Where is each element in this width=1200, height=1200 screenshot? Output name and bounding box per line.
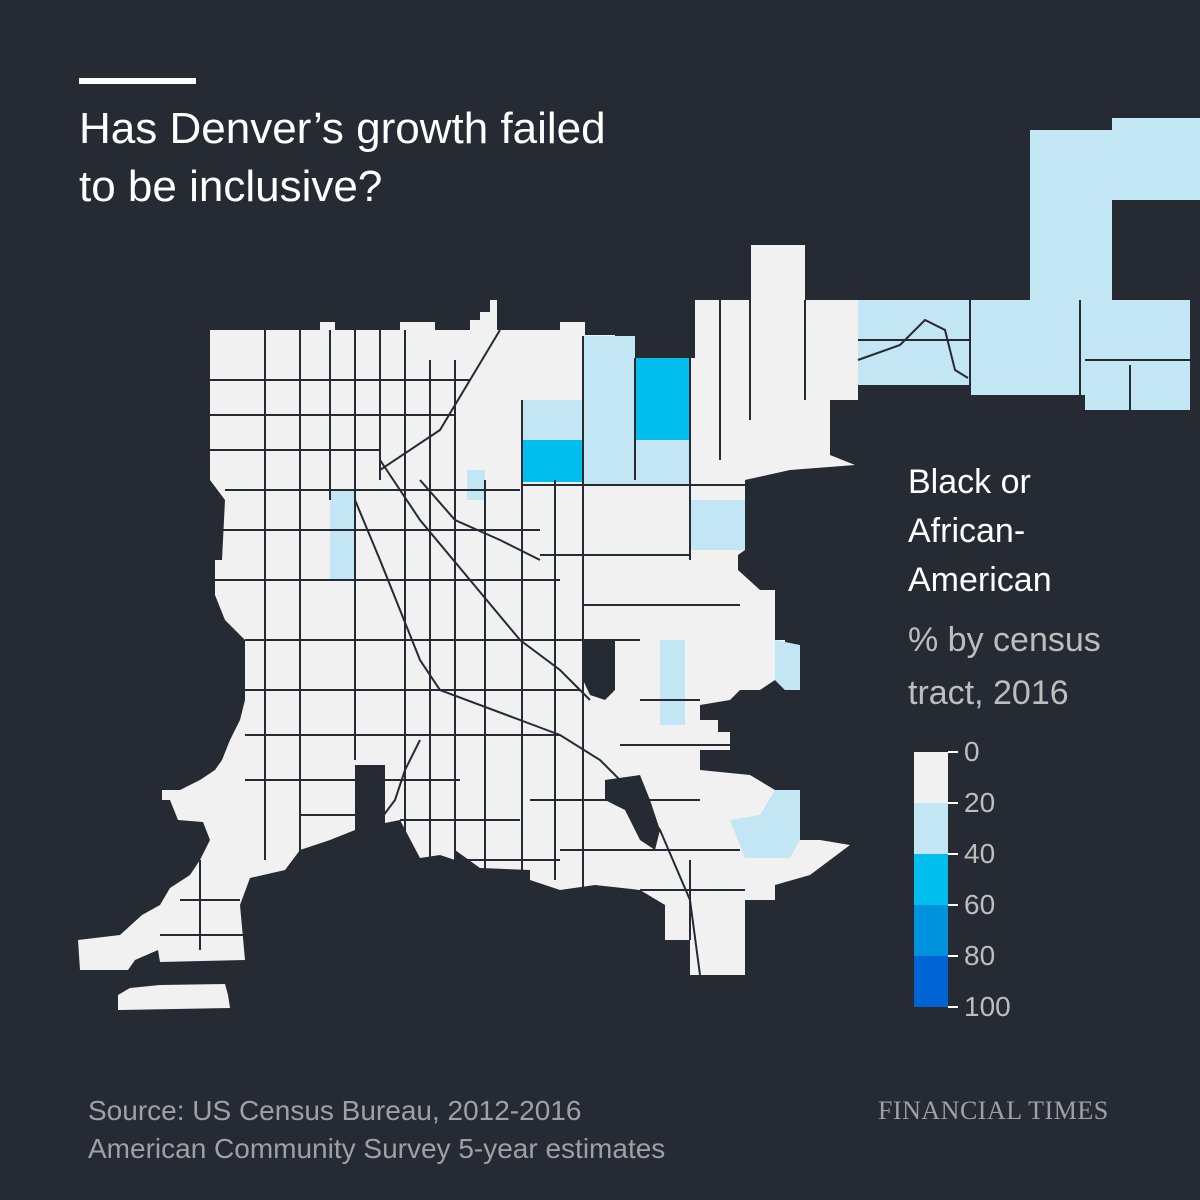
legend-tick-0 (948, 751, 958, 753)
title-rule (79, 78, 196, 84)
tract-north-3 (583, 440, 635, 485)
denver-tract-map (78, 118, 1200, 1010)
legend-subtitle: % by census tract, 2016 (908, 614, 1168, 720)
legend-title-line-2: African- (908, 512, 1026, 550)
legend-swatch-4 (914, 956, 948, 1007)
legend-subtitle-line-1: % by census (908, 621, 1101, 659)
tract-north-dark-2 (522, 440, 582, 482)
legend-tick-1 (948, 802, 958, 804)
legend-swatch-1 (914, 803, 948, 854)
source-note: Source: US Census Bureau, 2012-2016 Amer… (88, 1092, 848, 1168)
chart-title: Has Denver’s growth failed to be inclusi… (79, 100, 779, 216)
tract-east-2 (660, 640, 685, 725)
legend-swatch-0 (914, 752, 948, 803)
hole-east-notch (700, 705, 718, 720)
tract-north-2 (522, 400, 582, 440)
tract-ne-tall (1030, 118, 1200, 300)
tract-central-1 (467, 470, 485, 500)
legend-swatch-2 (914, 854, 948, 905)
tract-southeast-1 (730, 790, 800, 858)
highway-i70 (379, 329, 501, 471)
map-holes (583, 640, 718, 850)
tract-west-1 (330, 490, 355, 580)
tract-north-4 (635, 440, 690, 485)
legend-title: Black or African- American (908, 458, 1168, 605)
legend-color-scale (914, 751, 958, 1008)
source-line-2: American Community Survey 5-year estimat… (88, 1133, 666, 1164)
title-line-2: to be inclusive? (79, 162, 383, 211)
legend-tick-5 (948, 1006, 958, 1008)
legend-title-line-3: American (908, 561, 1052, 599)
legend-swatch-3 (914, 905, 948, 956)
highway-diag-2 (419, 479, 541, 561)
financial-times-logo: FINANCIAL TIMES (878, 1096, 1109, 1125)
legend-label-3: 60 (964, 889, 996, 920)
highway-i25 (354, 499, 701, 976)
highway-diag-3 (857, 318, 969, 379)
tract-east-3 (775, 640, 800, 690)
hole-central (583, 640, 615, 700)
legend-tick-2 (948, 853, 958, 855)
legend-label-2: 40 (964, 838, 996, 869)
source-line-1: Source: US Census Bureau, 2012-2016 (88, 1095, 582, 1126)
legend-tick-4 (948, 955, 958, 957)
tract-north-1 (583, 336, 635, 440)
tracts-40-60 (522, 358, 690, 482)
hole-southeast (605, 775, 660, 850)
highway-diag-4 (379, 739, 421, 821)
tract-ne-band (858, 300, 1190, 410)
tract-borders (160, 245, 1190, 976)
tract-north-dark-1 (635, 358, 690, 440)
legend-tick-3 (948, 904, 958, 906)
legend-label-4: 80 (964, 940, 996, 971)
title-line-1: Has Denver’s growth failed (79, 104, 606, 153)
southwest-strip (118, 984, 230, 1010)
legend-subtitle-line-2: tract, 2016 (908, 674, 1069, 712)
tract-east-1 (690, 500, 745, 550)
highway-diag-1 (379, 459, 591, 701)
legend-label-5: 100 (964, 991, 1011, 1022)
legend-label-1: 20 (964, 787, 996, 818)
legend-label-0: 0 (964, 736, 980, 767)
tracts-20-40 (330, 118, 1200, 858)
legend-title-line-1: Black or (908, 463, 1031, 501)
street-grid (160, 245, 1190, 950)
